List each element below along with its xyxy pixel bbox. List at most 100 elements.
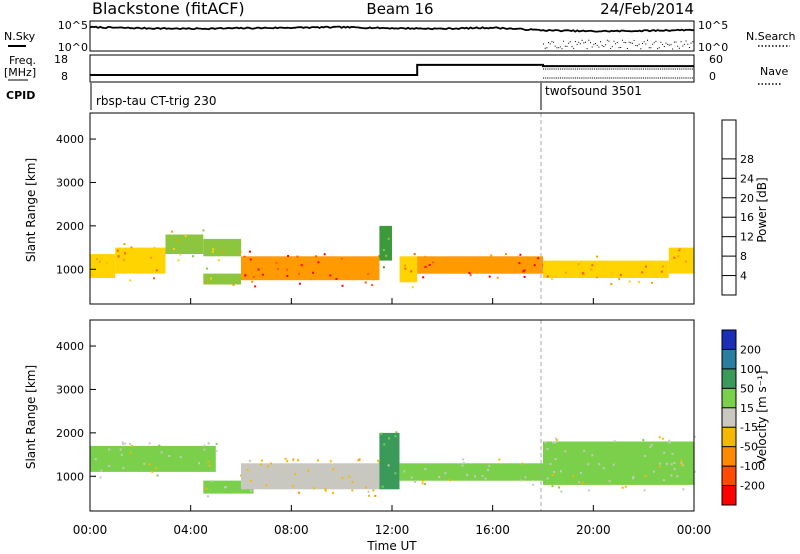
heatmap-cell — [632, 477, 635, 480]
colorbar-tick-label: -200 — [740, 480, 765, 493]
heatmap-cell — [577, 263, 580, 266]
cpid-segment-1: rbsp-tau CT-trig 230 — [96, 94, 216, 108]
heatmap-cell — [424, 266, 427, 268]
heatmap-cell — [168, 455, 171, 457]
heatmap-feature — [668, 247, 694, 274]
heatmap-cell — [488, 275, 491, 278]
heatmap-cell — [203, 448, 206, 451]
heatmap-cell — [203, 444, 206, 447]
heatmap-cell — [411, 286, 414, 289]
heatmap-cell — [124, 252, 127, 255]
y-tick-label: 4000 — [56, 340, 84, 353]
heatmap-cell — [554, 441, 557, 444]
heatmap-cell — [226, 280, 229, 283]
heatmap-cell — [179, 456, 182, 459]
heatmap-cell — [410, 476, 413, 479]
heatmap-cell — [523, 269, 526, 272]
nave-tick-bottom: 0 — [709, 70, 716, 83]
heatmap-cell — [124, 442, 127, 445]
heatmap-cell — [94, 458, 97, 461]
velocity-panel: 1000 2000 3000 4000 Slant Range [km] — [24, 319, 696, 512]
heatmap-cell — [246, 468, 249, 471]
heatmap-cell — [631, 467, 634, 470]
heatmap-cell — [424, 255, 427, 258]
heatmap-cell — [533, 264, 536, 267]
heatmap-cell — [294, 473, 297, 476]
heatmap-cell — [641, 271, 644, 274]
heatmap-cell — [685, 260, 687, 263]
heatmap-cell — [555, 437, 557, 440]
heatmap-cell — [152, 271, 155, 273]
colorbar-swatch — [722, 388, 736, 409]
heatmap-cell — [560, 490, 563, 493]
colorbar-tick-label: 200 — [740, 343, 761, 356]
heatmap-cell — [224, 486, 226, 489]
y-tick-label: 2000 — [56, 220, 84, 233]
heatmap-cell — [286, 275, 289, 277]
heatmap-cell — [660, 270, 663, 273]
heatmap-cell — [150, 256, 152, 259]
heatmap-cell — [297, 459, 299, 462]
heatmap-cell — [602, 467, 605, 470]
heatmap-cell — [215, 450, 218, 453]
heatmap-cell — [676, 475, 679, 478]
heatmap-cell — [275, 261, 278, 264]
heatmap-cell — [122, 259, 125, 262]
heatmap-cell — [261, 459, 263, 462]
heatmap-cell — [155, 467, 158, 469]
colorbar-tick-label: 4 — [740, 270, 747, 283]
heatmap-cell — [552, 441, 555, 444]
heatmap-cell — [428, 264, 431, 266]
heatmap-cell — [298, 491, 301, 494]
heatmap-cell — [380, 432, 383, 435]
heatmap-cell — [335, 277, 338, 280]
x-tick-label: 20:00 — [576, 523, 611, 537]
heatmap-cell — [381, 485, 384, 488]
heatmap-feature — [543, 260, 669, 278]
freq-label: Freq. — [9, 54, 36, 67]
heatmap-cell — [565, 465, 568, 468]
heatmap-cell — [341, 284, 344, 287]
heatmap-cell — [624, 485, 627, 488]
heatmap-cell — [324, 489, 327, 492]
heatmap-cell — [205, 487, 208, 490]
heatmap-cell — [383, 443, 386, 446]
heatmap-cell — [682, 464, 685, 467]
heatmap-feature — [241, 463, 380, 490]
heatmap-cell — [210, 277, 212, 280]
heatmap-cell — [329, 460, 332, 463]
heatmap-cell — [669, 269, 672, 272]
heatmap-cell — [673, 462, 676, 464]
heatmap-cell — [227, 244, 230, 247]
heatmap-cell — [207, 442, 210, 445]
date-title: 24/Feb/2014 — [600, 0, 694, 18]
heatmap-cell — [403, 470, 406, 473]
heatmap-cell — [670, 463, 673, 466]
heatmap-cell — [155, 269, 158, 272]
freq-panel-frame — [89, 54, 695, 83]
heatmap-cell — [329, 267, 332, 270]
colorbar-tick-label: 100 — [740, 363, 761, 376]
heatmap-cell — [645, 265, 647, 268]
heatmap-cell — [487, 469, 489, 471]
nave-series-dots — [543, 68, 695, 79]
heatmap-cell — [481, 474, 484, 477]
heatmap-cell — [355, 257, 358, 260]
heatmap-cell — [377, 459, 379, 462]
heatmap-cell — [148, 463, 151, 466]
heatmap-cell — [351, 489, 354, 492]
heatmap-cell — [374, 494, 377, 497]
heatmap-cell — [466, 473, 469, 476]
velocity-heatmap — [90, 431, 696, 498]
heatmap-cell — [287, 255, 290, 257]
heatmap-cell — [296, 255, 299, 258]
heatmap-cell — [532, 483, 535, 486]
heatmap-cell — [99, 260, 101, 263]
heatmap-cell — [257, 268, 260, 271]
heatmap-cell — [158, 444, 161, 447]
cpid-label: CPID — [6, 89, 35, 102]
heatmap-cell — [359, 484, 362, 487]
heatmap-feature — [399, 463, 543, 481]
colorbar-swatch — [722, 466, 736, 486]
